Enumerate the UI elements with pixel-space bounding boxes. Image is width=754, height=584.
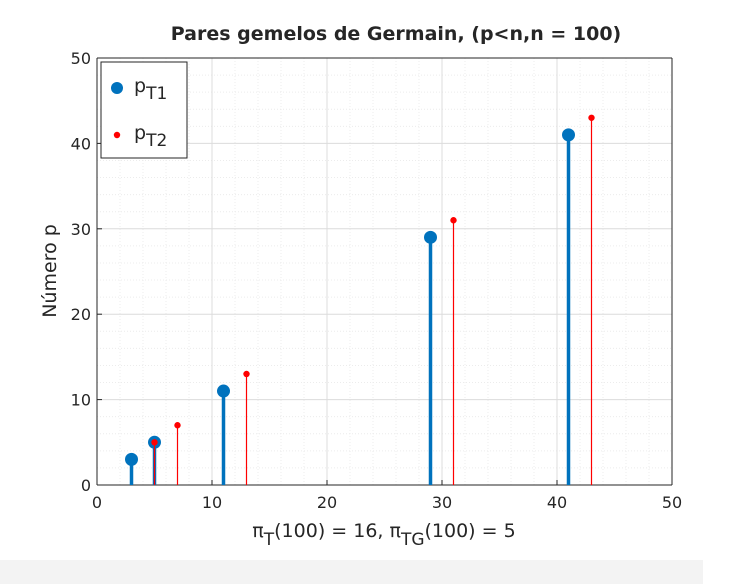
x-tick-label: 10 bbox=[202, 493, 222, 512]
x-axis-label: πT(100) = 16, πTG(100) = 5 bbox=[252, 520, 515, 550]
stem-marker-t2 bbox=[243, 370, 250, 378]
legend-entry-t1: pT1 bbox=[134, 75, 167, 104]
legend-entry-t2: pT2 bbox=[134, 122, 167, 151]
y-tick-label: 20 bbox=[71, 305, 91, 324]
stem-marker-t1 bbox=[562, 128, 575, 142]
stem-marker-t2 bbox=[450, 217, 457, 224]
x-tick-label: 30 bbox=[432, 493, 452, 512]
x-tick-label: 50 bbox=[662, 493, 682, 512]
stem-marker-t2 bbox=[151, 439, 158, 446]
stem-marker-t2 bbox=[588, 114, 595, 121]
stem-marker-t1 bbox=[424, 230, 437, 244]
figure-bottom-strip bbox=[0, 560, 703, 584]
y-tick-label: 30 bbox=[71, 220, 91, 239]
x-tick-label: 0 bbox=[92, 493, 102, 512]
y-tick-label: 10 bbox=[71, 391, 91, 410]
chart-title: Pares gemelos de Germain, (p<n,n = 100) bbox=[171, 23, 622, 45]
axes-background bbox=[97, 58, 672, 485]
x-tick-label: 20 bbox=[317, 493, 337, 512]
legend-marker-t2 bbox=[113, 131, 121, 139]
stem-marker-t1 bbox=[217, 384, 230, 398]
y-tick-label: 40 bbox=[71, 134, 91, 153]
legend-box bbox=[100, 61, 188, 159]
x-tick-label: 40 bbox=[547, 493, 567, 512]
y-tick-label: 50 bbox=[71, 49, 91, 68]
y-tick-label: 0 bbox=[81, 476, 91, 495]
y-axis-label: Número p bbox=[39, 224, 61, 318]
plot-area: 0 10 20 30 40 50 0 10 20 30 40 50 bbox=[71, 49, 683, 512]
legend-marker-t1 bbox=[111, 82, 123, 94]
stem-marker-t2 bbox=[174, 422, 181, 429]
stem-marker-t1 bbox=[125, 452, 138, 466]
legend: pT1 pT2 bbox=[100, 61, 188, 159]
